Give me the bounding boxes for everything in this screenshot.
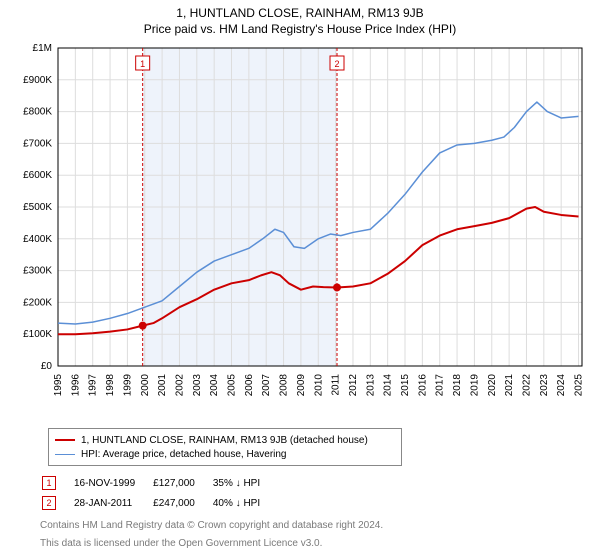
svg-text:£600K: £600K (23, 170, 52, 181)
footnote-copyright: Contains HM Land Registry data © Crown c… (40, 520, 560, 532)
chart-subtitle: Price paid vs. HM Land Registry's House … (8, 22, 592, 36)
svg-text:2025: 2025 (574, 374, 585, 397)
svg-text:£0: £0 (41, 361, 53, 372)
svg-text:2009: 2009 (296, 374, 307, 397)
svg-text:1997: 1997 (88, 374, 99, 397)
svg-text:2014: 2014 (383, 374, 394, 397)
svg-text:1995: 1995 (53, 374, 64, 397)
sale-marker-row: 1 16-NOV-1999 £127,000 35% ↓ HPI (42, 474, 276, 492)
svg-text:£1M: £1M (33, 43, 52, 54)
footnote-licence: This data is licensed under the Open Gov… (40, 538, 560, 550)
legend-swatch-series-1 (55, 454, 75, 455)
svg-text:2: 2 (334, 59, 339, 69)
svg-text:2001: 2001 (157, 374, 168, 397)
svg-text:2012: 2012 (348, 374, 359, 397)
svg-text:£800K: £800K (23, 107, 52, 118)
marker-delta: 35% ↓ HPI (213, 474, 276, 492)
svg-text:2018: 2018 (452, 374, 463, 397)
svg-text:2019: 2019 (469, 374, 480, 397)
svg-text:£900K: £900K (23, 75, 52, 86)
svg-text:£500K: £500K (23, 202, 52, 213)
svg-text:2004: 2004 (209, 374, 220, 397)
svg-text:1999: 1999 (122, 374, 133, 397)
svg-text:1996: 1996 (70, 374, 81, 397)
svg-text:1998: 1998 (105, 374, 116, 397)
svg-text:2002: 2002 (174, 374, 185, 397)
svg-text:2023: 2023 (539, 374, 550, 397)
svg-text:2024: 2024 (556, 374, 567, 397)
svg-text:2021: 2021 (504, 374, 515, 397)
sale-markers-table: 1 16-NOV-1999 £127,000 35% ↓ HPI 2 28-JA… (40, 472, 278, 514)
svg-text:2010: 2010 (313, 374, 324, 397)
legend-label-series-1: HPI: Average price, detached house, Have… (81, 449, 287, 460)
svg-text:£300K: £300K (23, 266, 52, 277)
marker-price: £247,000 (153, 494, 211, 512)
svg-text:2022: 2022 (521, 374, 532, 397)
svg-text:£100K: £100K (23, 329, 52, 340)
svg-text:2000: 2000 (140, 374, 151, 397)
marker-date: 28-JAN-2011 (74, 494, 151, 512)
marker-price: £127,000 (153, 474, 211, 492)
svg-text:£200K: £200K (23, 297, 52, 308)
marker-badge: 1 (42, 476, 56, 490)
svg-text:2005: 2005 (227, 374, 238, 397)
sale-marker-row: 2 28-JAN-2011 £247,000 40% ↓ HPI (42, 494, 276, 512)
svg-text:2007: 2007 (261, 374, 272, 397)
svg-text:2003: 2003 (192, 374, 203, 397)
legend-label-series-0: 1, HUNTLAND CLOSE, RAINHAM, RM13 9JB (de… (81, 435, 368, 446)
legend: 1, HUNTLAND CLOSE, RAINHAM, RM13 9JB (de… (48, 428, 402, 466)
legend-swatch-series-0 (55, 439, 75, 441)
marker-badge: 2 (42, 496, 56, 510)
svg-text:£400K: £400K (23, 234, 52, 245)
chart-title: 1, HUNTLAND CLOSE, RAINHAM, RM13 9JB (8, 6, 592, 20)
svg-text:2020: 2020 (487, 374, 498, 397)
svg-text:2016: 2016 (417, 374, 428, 397)
svg-text:2008: 2008 (279, 374, 290, 397)
svg-text:2015: 2015 (400, 374, 411, 397)
svg-text:2006: 2006 (244, 374, 255, 397)
svg-text:£700K: £700K (23, 138, 52, 149)
marker-date: 16-NOV-1999 (74, 474, 151, 492)
chart-plot: £0 £100K £200K £300K £400K £500K £600K £700K £80… (8, 42, 592, 422)
svg-text:2017: 2017 (435, 374, 446, 397)
marker-delta: 40% ↓ HPI (213, 494, 276, 512)
svg-text:2011: 2011 (331, 374, 342, 396)
svg-text:1: 1 (140, 59, 145, 69)
svg-text:2013: 2013 (365, 374, 376, 397)
